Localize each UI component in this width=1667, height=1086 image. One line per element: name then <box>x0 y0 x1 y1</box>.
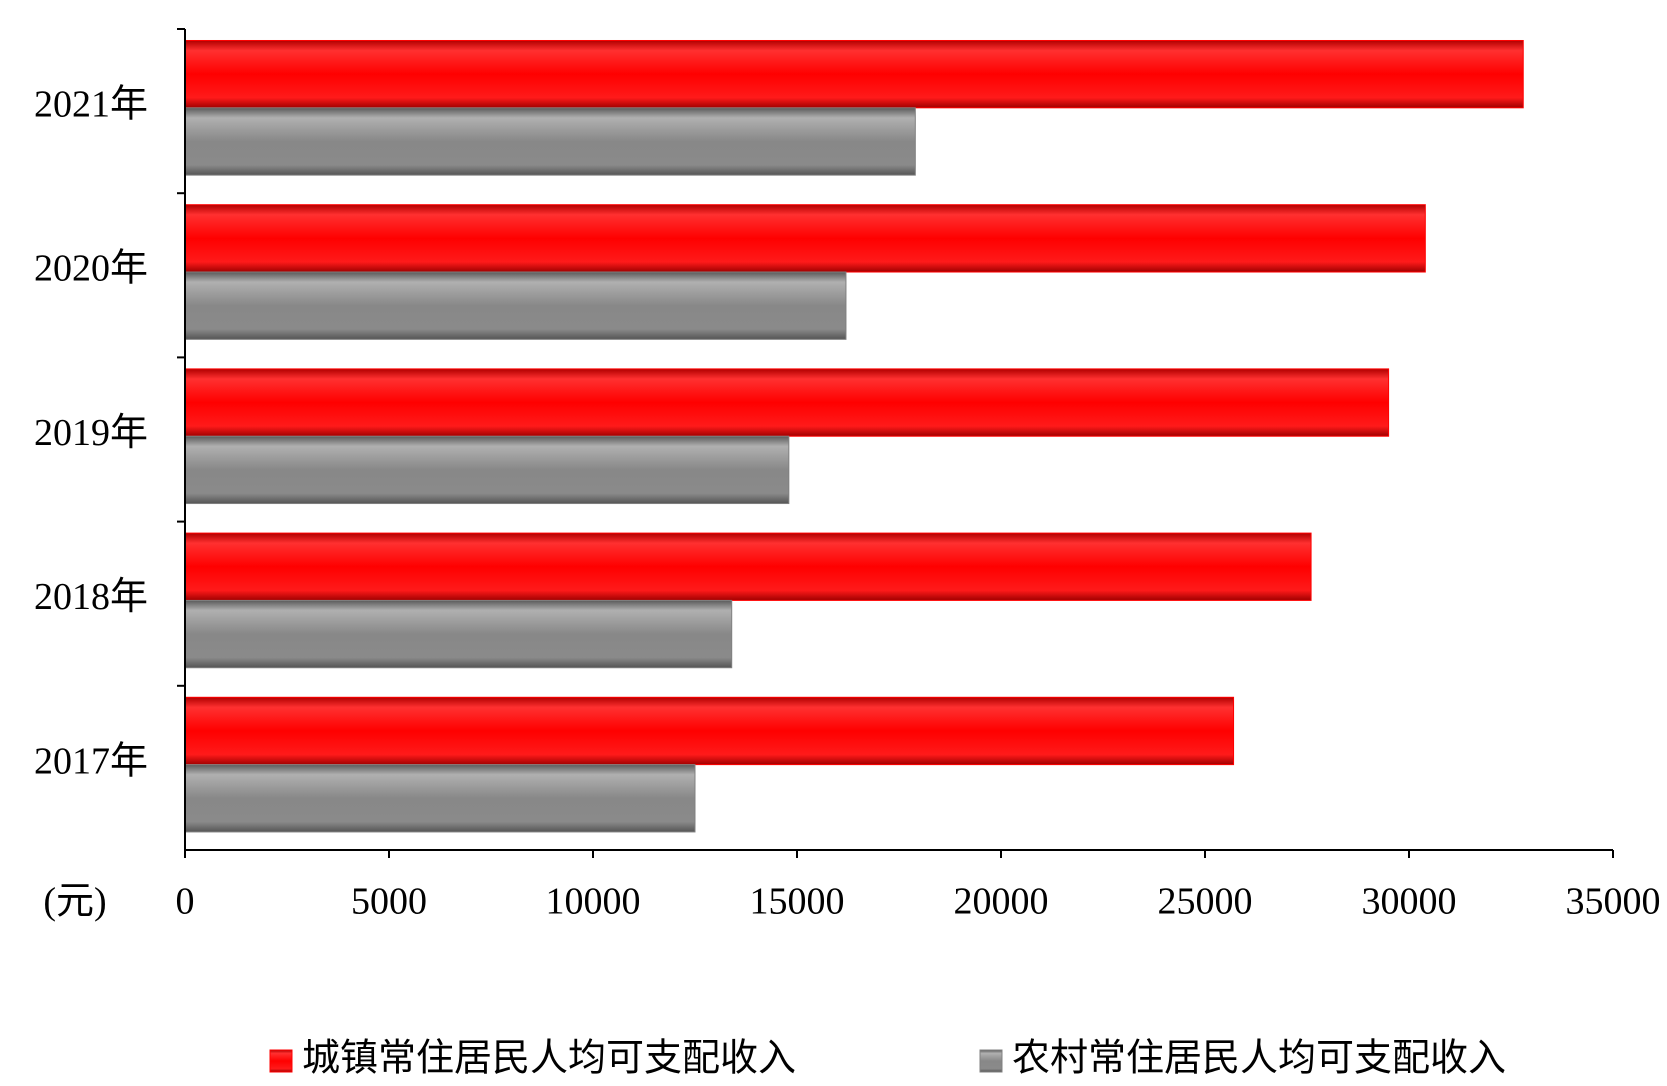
bar <box>184 368 1390 437</box>
x-tick-label: 20000 <box>954 881 1049 923</box>
x-tick-label: 35000 <box>1566 881 1661 923</box>
x-axis-label: (元) <box>43 881 106 923</box>
legend-swatch <box>269 1049 293 1073</box>
bar <box>184 271 847 340</box>
bar <box>184 599 733 669</box>
legend-label: 城镇常住居民人均可支配收入 <box>302 1038 796 1080</box>
bar <box>184 107 916 176</box>
x-tick-label: 25000 <box>1158 881 1253 923</box>
legend-swatch <box>979 1049 1003 1073</box>
x-tick-label: 0 <box>176 881 195 923</box>
y-tick-label: 2019年 <box>34 412 148 454</box>
y-tick-label: 2021年 <box>34 84 148 126</box>
x-tick-label: 5000 <box>351 881 427 923</box>
x-tick-label: 10000 <box>546 881 641 923</box>
bar <box>184 39 1524 109</box>
x-tick-label: 30000 <box>1362 881 1457 923</box>
bar <box>184 696 1235 766</box>
bar <box>184 532 1312 601</box>
y-tick-label: 2017年 <box>34 740 148 782</box>
y-tick-label: 2018年 <box>34 576 148 618</box>
bar <box>184 204 1426 273</box>
bar <box>184 435 790 505</box>
x-tick-label: 15000 <box>750 881 845 923</box>
legend-label: 农村常住居民人均可支配收入 <box>1012 1038 1506 1080</box>
y-tick-label: 2020年 <box>34 248 148 290</box>
bar <box>184 764 696 833</box>
